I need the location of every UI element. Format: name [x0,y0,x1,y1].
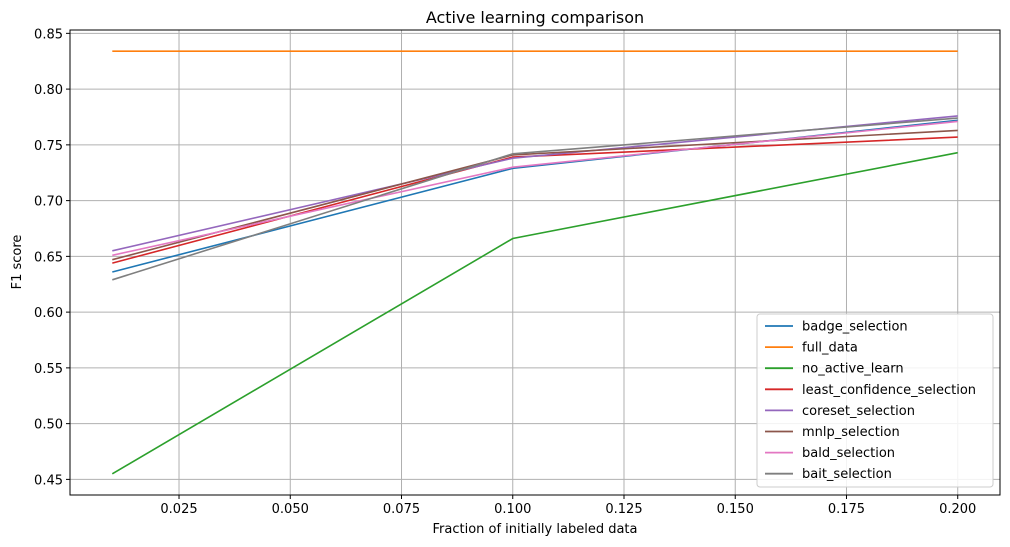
legend-label: least_confidence_selection [802,383,976,398]
legend-label: badge_selection [802,320,908,335]
x-tick-label: 0.025 [160,502,197,517]
legend-label: bait_selection [802,467,892,482]
series-line-least-confidence-selection [112,136,958,264]
legend-label: mnlp_selection [802,425,900,440]
series-line-bald-selection [112,120,958,257]
series-line-bait-selection [112,117,958,281]
x-tick-label: 0.100 [494,502,531,517]
y-tick-label: 0.60 [34,306,63,321]
y-tick-label: 0.65 [34,250,63,265]
chart-title: Active learning comparison [426,8,644,27]
x-tick-label: 0.200 [939,502,976,517]
legend-label: coreset_selection [802,404,915,419]
y-tick-label: 0.80 [34,83,63,98]
series-line-no-active-learn [111,151,958,475]
y-tick-label: 0.55 [34,362,63,377]
series-line-coreset-selection [112,115,958,252]
legend-label: no_active_learn [802,362,904,377]
x-axis-ticks: 0.025 0.050 0.075 0.100 0.125 0.150 0.175 0.200 [160,495,976,517]
legend-label: bald_selection [802,446,895,461]
legend: badge_selection full_data no_active_learnl… [756,313,994,488]
x-tick-label: 0.075 [383,502,420,517]
y-tick-label: 0.70 [34,195,63,210]
y-tick-label: 0.75 [34,139,63,154]
y-axis-label: F1 score [10,235,25,290]
x-tick-label: 0.175 [828,502,865,517]
y-tick-label: 0.50 [34,418,63,433]
x-tick-label: 0.050 [272,502,309,517]
x-tick-label: 0.150 [717,502,754,517]
x-tick-label: 0.125 [605,502,642,517]
y-axis-ticks: 0.45 0.50 0.55 0.60 0.65 0.70 0.75 0.80 0.85 [34,27,70,488]
y-tick-label: 0.45 [34,473,63,488]
legend-label: full_data [802,341,858,356]
series-line-mnlp-selection [112,129,958,261]
legend-box [756,313,994,488]
x-axis-label: Fraction of initially labeled data [433,522,638,537]
plot-frame [69,29,1001,496]
series-lines [111,50,958,475]
y-tick-label: 0.85 [34,27,63,42]
